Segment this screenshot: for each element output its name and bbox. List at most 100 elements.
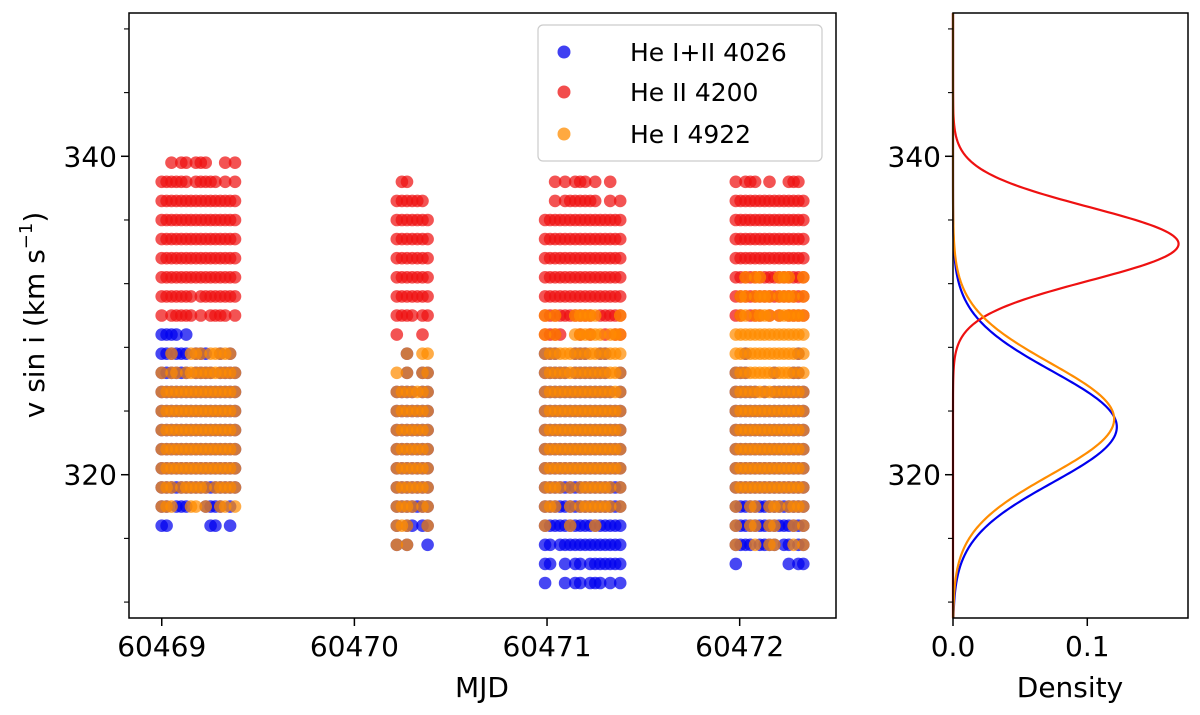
density-y-tick-label: 340 <box>888 140 941 173</box>
data-point <box>228 500 242 513</box>
data-point <box>421 462 434 475</box>
data-point <box>421 442 434 456</box>
data-point <box>729 538 743 552</box>
scatter-y-axis-label: v sin i (km s−1) <box>16 212 51 419</box>
data-point <box>421 251 434 265</box>
data-point <box>228 232 242 246</box>
data-point <box>797 290 810 303</box>
data-point <box>588 194 602 208</box>
data-point <box>400 366 414 380</box>
data-point <box>763 290 776 303</box>
data-point <box>739 290 752 303</box>
data-point <box>797 366 810 380</box>
data-point <box>223 519 237 532</box>
data-point <box>538 309 552 322</box>
data-point <box>194 347 208 361</box>
scatter-x-axis-label: MJD <box>455 671 509 704</box>
data-point <box>797 194 810 208</box>
data-point <box>228 423 242 437</box>
data-point <box>189 500 203 513</box>
data-point <box>209 175 222 189</box>
data-point <box>768 538 781 552</box>
data-point <box>223 347 237 361</box>
data-point <box>588 309 602 322</box>
data-point <box>613 462 627 475</box>
data-point <box>763 175 776 189</box>
density-curves-layer <box>951 13 1180 619</box>
data-point <box>209 519 222 532</box>
data-point <box>228 213 242 227</box>
data-point <box>797 557 810 571</box>
data-point <box>170 366 183 380</box>
data-point <box>421 500 434 513</box>
data-point <box>772 500 786 513</box>
data-point <box>729 500 743 513</box>
legend-marker-he-i-4922 <box>557 127 571 141</box>
data-point <box>613 519 627 532</box>
data-point <box>421 347 434 361</box>
data-point <box>613 290 627 303</box>
data-point <box>593 576 607 590</box>
data-point <box>748 519 762 532</box>
data-point <box>797 309 810 322</box>
data-point <box>613 442 627 456</box>
data-point <box>613 538 627 552</box>
data-point <box>782 557 796 571</box>
data-point <box>400 347 414 361</box>
data-point <box>160 519 173 532</box>
series-he-ii-4200 <box>155 156 810 341</box>
data-point <box>421 423 434 437</box>
data-point <box>603 481 617 494</box>
scatter-axes-frame <box>128 12 837 619</box>
density-x-tick-label: 0.1 <box>1065 630 1110 663</box>
data-point <box>753 271 767 284</box>
data-point <box>613 271 627 284</box>
data-point <box>797 251 810 265</box>
data-point <box>548 500 562 513</box>
y-tick-label: 340 <box>64 140 117 173</box>
data-point <box>797 385 810 399</box>
data-point <box>548 194 562 208</box>
data-point <box>613 213 627 227</box>
legend: He I+II 4026 He II 4200 He I 4922 <box>537 24 823 162</box>
data-point <box>218 175 232 189</box>
data-point <box>199 481 212 494</box>
data-point <box>563 500 577 513</box>
data-point <box>748 538 762 552</box>
data-point <box>578 175 592 189</box>
density-x-tick-label: 0.0 <box>931 630 976 663</box>
data-point <box>184 290 198 303</box>
data-point <box>218 309 232 322</box>
data-point <box>613 385 627 399</box>
data-point <box>228 366 242 380</box>
data-point <box>228 462 242 475</box>
data-point <box>797 347 810 361</box>
data-point <box>390 538 404 552</box>
data-point <box>797 519 810 532</box>
data-point <box>797 213 810 227</box>
data-point <box>228 290 242 303</box>
data-point <box>797 462 810 475</box>
scatter-points-layer <box>155 156 810 590</box>
data-point <box>573 557 587 571</box>
data-point <box>553 481 567 494</box>
legend-marker-he-ii-4200 <box>557 85 571 99</box>
data-point <box>421 519 434 532</box>
data-point <box>405 500 419 513</box>
data-point <box>613 232 627 246</box>
data-point <box>588 519 602 532</box>
data-point <box>729 557 743 571</box>
data-point <box>782 271 796 284</box>
data-point <box>603 500 617 513</box>
data-point <box>763 309 776 322</box>
data-point <box>199 156 212 169</box>
data-point <box>787 290 800 303</box>
data-point <box>613 251 627 265</box>
data-point <box>400 175 414 189</box>
data-point <box>416 194 429 208</box>
data-point <box>416 328 429 341</box>
data-point <box>421 385 434 399</box>
density-y-tick-label: 320 <box>888 459 941 492</box>
data-point <box>421 481 434 494</box>
data-point <box>613 576 627 590</box>
